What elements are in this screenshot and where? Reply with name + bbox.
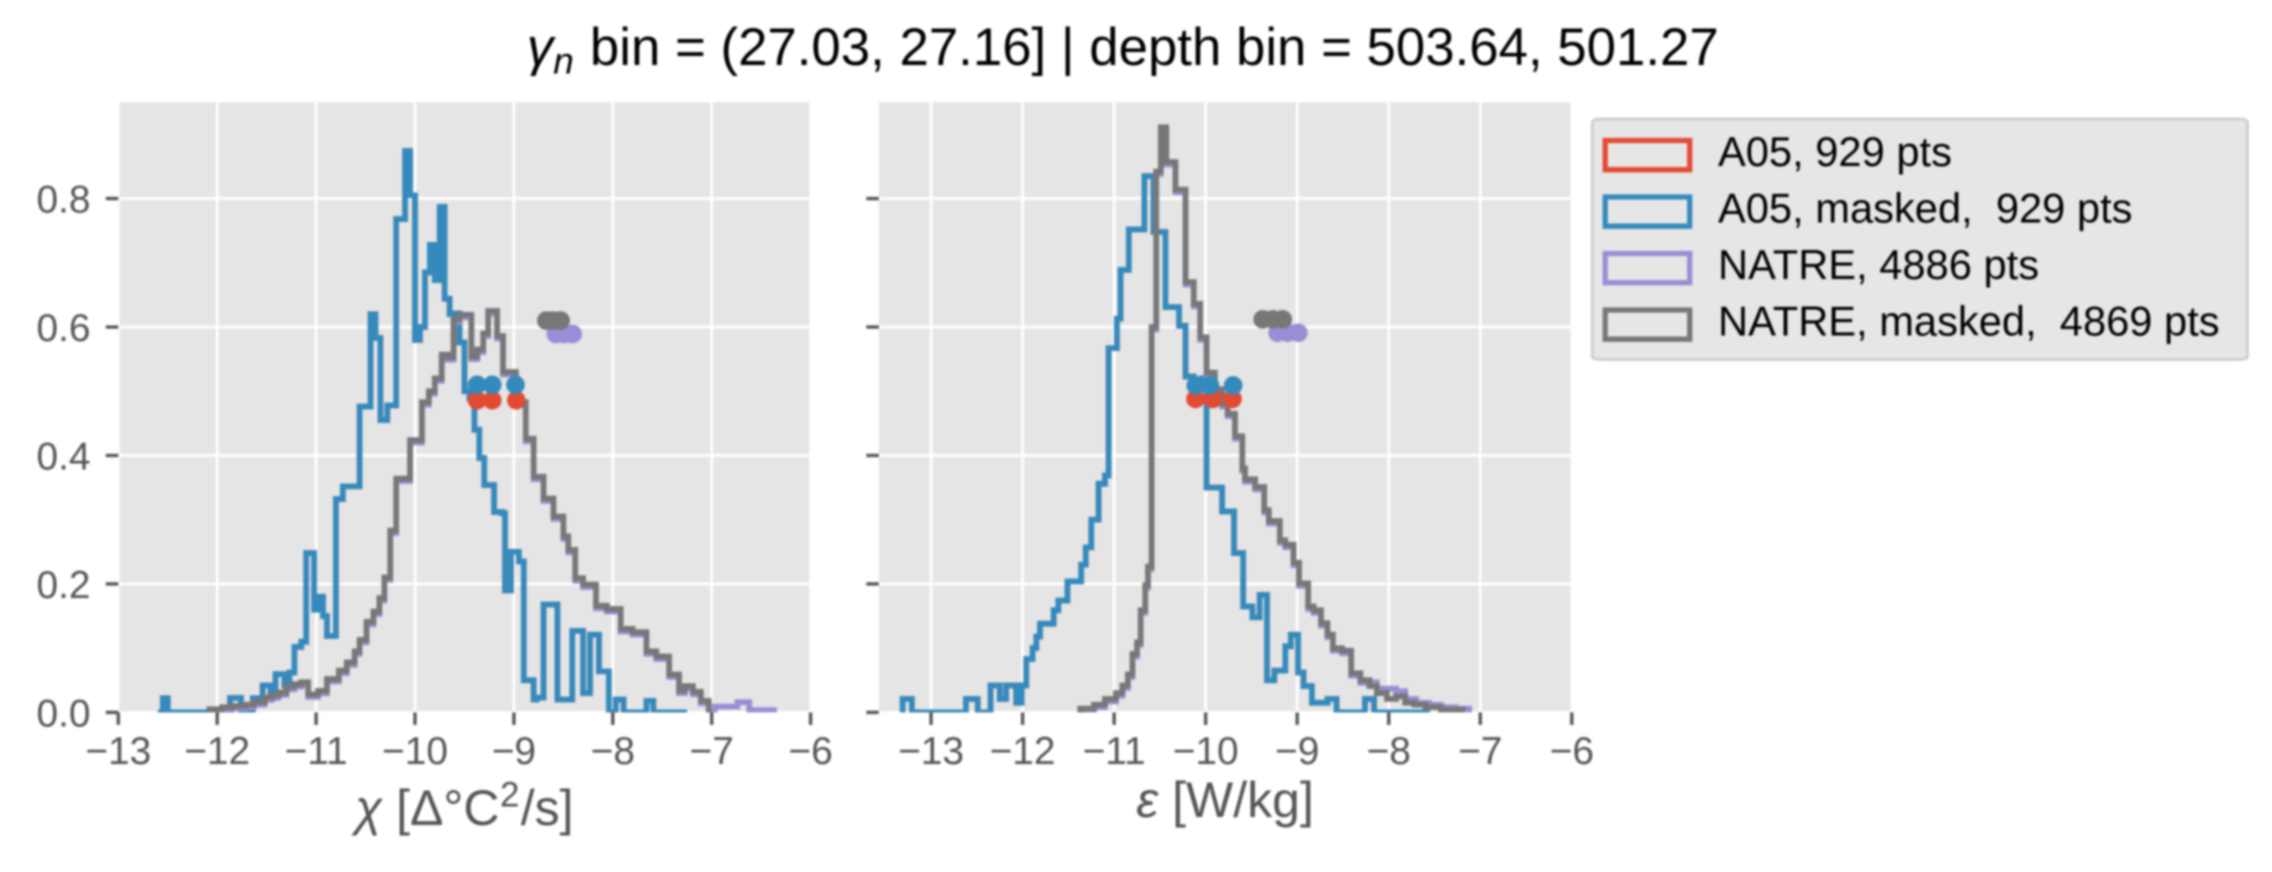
svg-text:γ n b i: γ n b i n = ( 2 7 . 0 3 , 2 7 . 1 6 ] | … [527,18,1719,83]
svg-text:−12: −12 [184,730,250,773]
svg-text:−11: −11 [1083,730,1146,773]
svg-text:0.4: 0.4 [36,436,90,479]
svg-text:ε [ W: ε [ W / k g ] [1136,772,1314,828]
svg-text:−12: −12 [990,730,1056,773]
svg-text:−10: −10 [382,730,448,773]
svg-text:−11: −11 [285,730,348,773]
svg-text:−8: −8 [591,730,635,773]
svg-text:A05, masked, 929 pts: A05, masked, 929 pts [1718,184,2133,231]
svg-text:−10: −10 [1173,730,1239,773]
svg-text:0.8: 0.8 [36,179,90,222]
svg-text:−8: −8 [1367,730,1411,773]
svg-text:−9: −9 [1275,730,1319,773]
svg-text:−13: −13 [85,730,151,773]
svg-text:−7: −7 [690,730,734,773]
svg-text:0.6: 0.6 [36,307,90,350]
svg-text:NATRE, masked, 4869 pts: NATRE, masked, 4869 pts [1718,297,2220,344]
svg-text:0.2: 0.2 [36,564,90,607]
svg-text:0.0: 0.0 [36,692,90,735]
svg-text:χ [ Δ: χ [ Δ ° C / s ] 2 [351,775,586,836]
svg-text:−6: −6 [1550,730,1594,773]
svg-text:−6: −6 [788,730,832,773]
svg-text:−9: −9 [492,730,536,773]
svg-text:NATRE, 4886 pts: NATRE, 4886 pts [1718,241,2039,288]
svg-text:−13: −13 [898,730,964,773]
svg-text:A05, 929 pts: A05, 929 pts [1718,128,1952,175]
svg-text:−7: −7 [1458,730,1502,773]
